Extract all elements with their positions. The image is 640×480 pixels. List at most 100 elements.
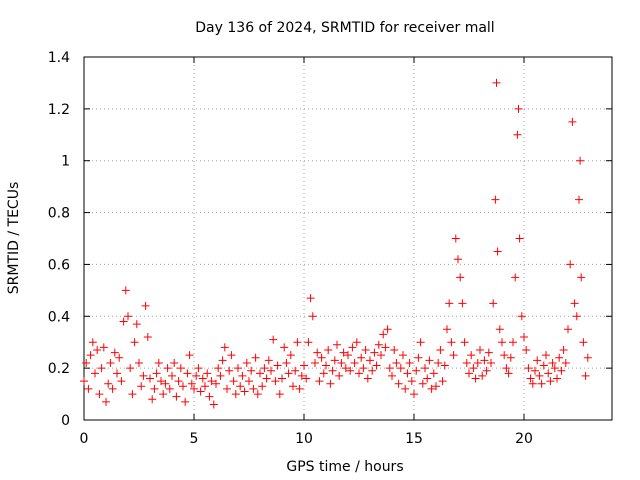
data-point-0-169 (451, 234, 460, 243)
data-point-0-88 (273, 361, 282, 370)
data-point-0-58 (207, 377, 216, 386)
data-point-0-109 (319, 369, 328, 378)
data-point-0-201 (517, 312, 526, 321)
data-point-0-230 (579, 338, 588, 347)
data-point-0-45 (179, 382, 187, 391)
data-point-0-4 (88, 338, 97, 347)
data-point-0-14 (110, 348, 119, 357)
data-point-0-59 (209, 400, 218, 409)
data-point-0-15 (113, 369, 121, 378)
y-tick-label-5: 1 (61, 154, 70, 170)
axes (83, 56, 613, 421)
data-point-0-214 (546, 377, 555, 386)
data-point-0-192 (500, 351, 509, 360)
data-point-0-186 (489, 299, 498, 308)
data-point-0-110 (322, 361, 330, 370)
data-point-0-57 (205, 392, 214, 401)
data-point-0-207 (531, 366, 539, 375)
data-point-0-52 (194, 364, 203, 373)
data-point-0-210 (537, 379, 546, 388)
data-point-0-116 (335, 371, 344, 380)
data-point-0-53 (196, 387, 205, 396)
data-point-0-121 (346, 366, 355, 375)
data-point-0-179 (473, 358, 482, 367)
data-point-0-216 (550, 364, 559, 373)
data-point-0-89 (275, 390, 284, 399)
data-point-0-224 (568, 117, 577, 126)
data-point-0-68 (229, 377, 238, 386)
y-tick-label-7: 1.4 (48, 50, 70, 66)
data-point-0-114 (330, 356, 339, 365)
chart-title: Day 136 of 2024, SRMTID for receiver mal… (195, 20, 494, 36)
data-point-0-212 (542, 351, 550, 360)
data-point-0-111 (324, 345, 333, 354)
data-point-0-100 (300, 361, 308, 370)
data-point-0-74 (242, 358, 251, 367)
data-point-0-61 (214, 364, 223, 373)
data-point-0-131 (368, 366, 377, 375)
data-point-0-95 (289, 382, 297, 391)
x-tick-label-0: 0 (80, 431, 89, 447)
data-point-0-196 (509, 338, 517, 347)
data-point-0-209 (535, 371, 544, 380)
data-point-0-48 (185, 351, 194, 360)
data-point-0-118 (339, 348, 348, 357)
data-point-0-102 (304, 338, 313, 347)
data-point-0-63 (218, 356, 227, 365)
data-point-0-228 (576, 156, 585, 165)
data-point-0-166 (445, 299, 454, 308)
data-point-0-90 (278, 374, 286, 383)
data-point-0-31 (148, 395, 157, 404)
data-point-0-141 (390, 345, 399, 354)
data-point-0-125 (355, 369, 363, 378)
data-point-0-206 (528, 379, 537, 388)
data-point-0-229 (577, 273, 586, 282)
data-point-0-227 (575, 195, 583, 204)
data-point-0-222 (564, 325, 572, 334)
data-point-0-130 (366, 356, 374, 365)
data-point-0-23 (130, 338, 139, 347)
data-point-0-199 (514, 104, 523, 113)
data-point-0-2 (84, 384, 93, 393)
data-point-0-92 (282, 358, 291, 367)
data-point-0-39 (165, 384, 174, 393)
data-point-0-215 (548, 358, 557, 367)
data-point-0-133 (372, 361, 381, 370)
data-point-0-161 (434, 358, 443, 367)
data-point-0-41 (170, 358, 179, 367)
data-point-0-12 (106, 358, 115, 367)
data-point-0-75 (245, 377, 253, 386)
data-point-0-18 (119, 317, 128, 326)
data-point-0-152 (414, 353, 423, 362)
data-point-0-171 (456, 273, 465, 282)
data-point-0-70 (234, 364, 242, 373)
data-point-0-35 (157, 377, 165, 386)
data-point-0-164 (440, 361, 449, 370)
data-point-0-106 (313, 348, 322, 357)
data-point-0-139 (385, 364, 394, 373)
data-point-0-79 (253, 390, 262, 399)
data-series-srmtid (80, 78, 592, 409)
data-point-0-80 (256, 369, 264, 378)
data-point-0-76 (247, 366, 256, 375)
data-point-0-165 (443, 325, 451, 334)
data-point-0-132 (370, 348, 379, 357)
x-tick-label-4: 20 (515, 431, 533, 447)
x-axis-label: GPS time / hours (286, 459, 403, 475)
data-point-0-9 (99, 343, 108, 352)
data-point-0-16 (115, 353, 124, 362)
x-tick-label-3: 15 (405, 431, 423, 447)
data-point-0-38 (163, 364, 172, 373)
data-point-0-82 (260, 364, 269, 373)
data-point-0-174 (462, 358, 471, 367)
y-axis-label: SRMTID / TECUs (6, 182, 22, 295)
data-point-0-33 (152, 369, 161, 378)
data-point-0-195 (506, 353, 515, 362)
data-point-0-94 (286, 351, 295, 360)
y-tick-label-4: 0.8 (48, 206, 70, 222)
data-point-0-108 (317, 353, 326, 362)
data-point-0-126 (357, 353, 366, 362)
data-point-0-37 (161, 379, 170, 388)
data-point-0-73 (240, 387, 249, 396)
data-point-0-200 (515, 234, 524, 243)
